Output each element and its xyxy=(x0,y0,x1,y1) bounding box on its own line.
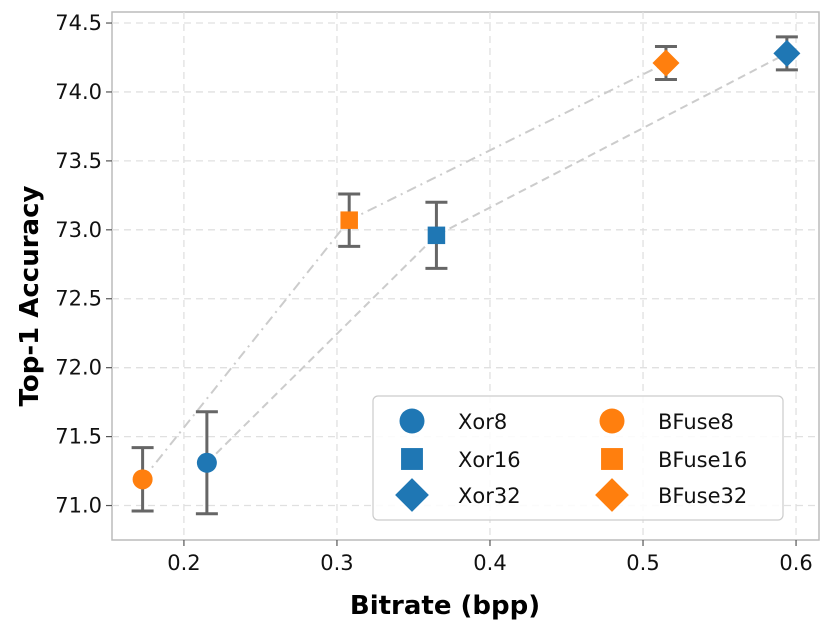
legend: Xor8 Xor16 Xor32 BFuse8 BFuse16 BFuse32 xyxy=(372,395,784,521)
y-tick-label: 74.5 xyxy=(55,11,102,35)
legend-label-bfuse32: BFuse32 xyxy=(658,484,747,508)
legend-marker-xor16 xyxy=(401,448,423,470)
x-tick-label: 0.6 xyxy=(779,551,812,575)
x-tick-label: 0.4 xyxy=(473,551,506,575)
y-tick-label: 73.0 xyxy=(55,218,102,242)
marker-xor32 xyxy=(773,39,801,67)
legend-items: Xor8 Xor16 Xor32 BFuse8 BFuse16 BFuse32 xyxy=(395,408,747,512)
y-tick-label: 71.5 xyxy=(55,425,102,449)
legend-marker-xor32 xyxy=(395,478,429,512)
y-axis-title: Top-1 Accuracy xyxy=(15,186,45,407)
x-tick-label: 0.5 xyxy=(626,551,659,575)
legend-label-xor8: Xor8 xyxy=(458,410,507,434)
legend-marker-xor8 xyxy=(399,408,425,434)
legend-marker-bfuse32 xyxy=(595,478,629,512)
legend-marker-bfuse8 xyxy=(599,408,625,434)
y-axis-ticks: 71.0 71.5 72.0 72.5 73.0 73.5 74.0 74.5 xyxy=(55,11,112,518)
marker-bfuse32 xyxy=(652,49,680,77)
legend-label-bfuse8: BFuse8 xyxy=(658,410,734,434)
legend-label-xor16: Xor16 xyxy=(458,448,521,472)
marker-xor8 xyxy=(196,452,217,473)
y-tick-label: 72.5 xyxy=(55,287,102,311)
marker-xor16 xyxy=(427,226,446,245)
x-axis-title: Bitrate (bpp) xyxy=(350,591,540,621)
series-line-xor xyxy=(206,52,788,464)
data-markers xyxy=(132,39,801,490)
marker-bfuse16 xyxy=(340,211,358,229)
x-tick-label: 0.3 xyxy=(320,551,353,575)
y-tick-label: 73.5 xyxy=(55,149,102,173)
y-tick-label: 74.0 xyxy=(55,80,102,104)
y-tick-label: 72.0 xyxy=(55,356,102,380)
legend-label-xor32: Xor32 xyxy=(458,484,521,508)
x-axis-ticks: 0.2 0.3 0.4 0.5 0.6 xyxy=(167,540,813,575)
legend-label-bfuse16: BFuse16 xyxy=(658,448,747,472)
legend-box xyxy=(372,395,784,521)
marker-bfuse8 xyxy=(132,469,153,490)
legend-marker-bfuse16 xyxy=(601,448,623,470)
y-tick-label: 71.0 xyxy=(55,494,102,518)
x-tick-label: 0.2 xyxy=(167,551,200,575)
